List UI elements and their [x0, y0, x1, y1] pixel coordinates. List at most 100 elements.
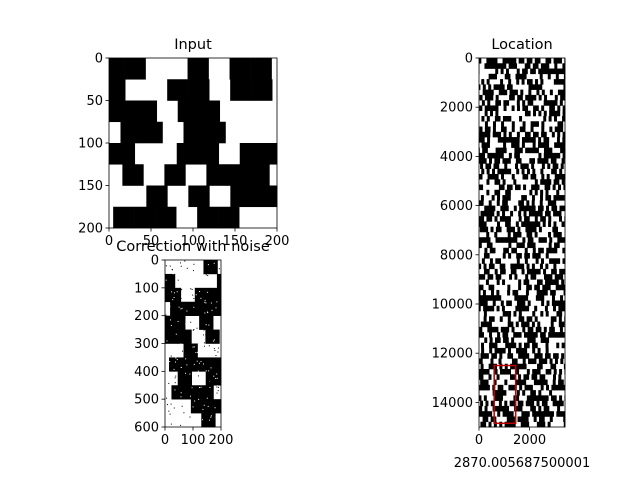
image-cell — [499, 347, 503, 354]
image-cell — [561, 221, 565, 227]
image-cell — [512, 226, 516, 233]
image-cell — [500, 152, 504, 159]
image-cell — [518, 216, 522, 222]
image-cell — [535, 258, 539, 264]
image-cell — [483, 210, 487, 217]
noise-pixel — [214, 342, 216, 344]
image-cell — [559, 369, 563, 375]
image-cell — [491, 263, 495, 270]
image-cell — [486, 142, 490, 148]
noise-pixel — [187, 333, 189, 335]
noise-pixel — [173, 370, 175, 372]
image-cell — [510, 363, 514, 370]
image-cell — [479, 126, 483, 133]
noise-pixel — [216, 386, 218, 388]
image-cell — [539, 200, 543, 206]
image-cell — [554, 300, 558, 307]
image-cell — [260, 143, 278, 165]
image-cell — [109, 79, 126, 101]
image-cell — [521, 411, 525, 417]
image-cell — [534, 58, 538, 64]
image-cell — [510, 342, 514, 349]
image-cell — [532, 158, 536, 164]
image-cell — [497, 337, 501, 343]
image-cell — [556, 342, 560, 349]
image-cell — [523, 332, 527, 338]
noise-pixel — [208, 280, 210, 282]
image-cell — [489, 337, 493, 343]
noise-pixel — [207, 291, 209, 293]
image-cell — [562, 94, 566, 101]
image-cell — [514, 295, 518, 301]
image-cell — [503, 147, 507, 154]
image-cell — [557, 274, 561, 280]
image-cell — [527, 131, 531, 138]
image-cell — [526, 268, 530, 275]
noise-pixel — [217, 329, 219, 331]
noise-pixel — [189, 373, 191, 375]
image-cell — [484, 147, 488, 154]
noise-pixel — [215, 353, 217, 355]
image-cell — [517, 147, 521, 154]
image-cell — [523, 305, 527, 312]
image-cell — [537, 253, 541, 259]
image-cell — [495, 152, 499, 159]
image-cell — [504, 379, 508, 386]
image-cell — [488, 163, 492, 169]
noise-pixel — [186, 422, 188, 424]
image-cell — [563, 289, 566, 296]
image-cell — [536, 379, 540, 386]
image-cell — [535, 326, 539, 333]
image-cell — [516, 390, 520, 396]
noise-pixel — [202, 408, 204, 410]
image-cell — [484, 105, 488, 112]
image-cell — [553, 221, 557, 227]
image-cell — [525, 226, 529, 233]
image-cell — [563, 305, 566, 312]
image-cell — [549, 416, 553, 423]
noise-pixel — [195, 307, 197, 309]
image-cell — [483, 316, 487, 322]
noise-pixel — [165, 274, 167, 276]
image-cell — [250, 58, 272, 80]
image-cell — [556, 137, 560, 143]
image-cell — [546, 63, 550, 69]
image-cell — [505, 337, 509, 343]
image-cell — [491, 289, 494, 296]
image-cell — [555, 73, 559, 80]
image-cell — [513, 142, 517, 148]
image-cell — [536, 210, 540, 217]
image-cell — [517, 184, 521, 191]
image-cell — [508, 168, 512, 175]
noise-pixel — [210, 261, 212, 263]
noise-pixel — [180, 396, 182, 398]
image-cell — [523, 184, 527, 191]
image-cell — [495, 173, 499, 180]
noise-pixel — [198, 337, 200, 339]
noise-pixel — [212, 340, 214, 342]
image-cell — [529, 79, 533, 85]
image-cell — [552, 400, 556, 407]
image-cell — [535, 105, 539, 112]
image-cell — [506, 237, 510, 243]
image-cell — [551, 100, 555, 106]
image-cell — [492, 173, 496, 180]
image-cell — [525, 274, 529, 280]
noise-pixel — [205, 292, 207, 294]
noise-pixel — [195, 376, 197, 378]
image-cell — [505, 216, 509, 222]
noise-pixel — [166, 340, 168, 342]
image-cell — [491, 284, 495, 291]
noise-pixel — [201, 277, 203, 279]
image-cell — [510, 268, 514, 275]
image-cell — [518, 311, 522, 317]
image-cell — [526, 221, 530, 227]
image-cell — [494, 216, 498, 222]
noise-pixel — [217, 386, 219, 388]
noise-pixel — [216, 377, 218, 379]
image-cell — [527, 94, 531, 101]
noise-pixel — [214, 349, 216, 351]
image-cell — [516, 131, 520, 138]
image-cell — [512, 374, 516, 380]
